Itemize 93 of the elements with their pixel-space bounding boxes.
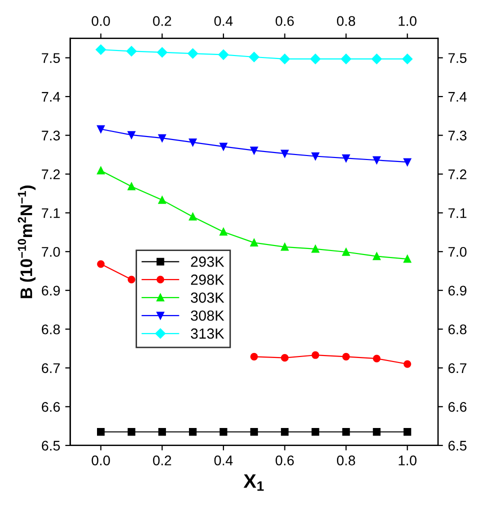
- point: [342, 352, 350, 360]
- x2-tick-label: 1.0: [398, 16, 416, 26]
- point: [97, 260, 105, 268]
- x2-tick-label: 0.6: [276, 16, 294, 26]
- x-tick-label: 0.0: [92, 456, 110, 466]
- y-axis-title: B (10$^{−10}$m$^{2}$N$^{−1}$): [18, 186, 36, 298]
- point: [342, 248, 350, 256]
- point: [372, 156, 381, 164]
- y2-tick-label: 7.0: [448, 246, 467, 257]
- legend-label: 293K: [191, 256, 224, 267]
- legend-label: 303K: [190, 292, 224, 303]
- point: [404, 158, 412, 166]
- point: [218, 50, 229, 60]
- point: [188, 48, 198, 59]
- point: [372, 54, 382, 64]
- point: [128, 276, 136, 284]
- x2-tick-label: 0.4: [214, 16, 233, 26]
- point: [157, 47, 168, 58]
- x2-tick-label: 0.2: [153, 16, 172, 26]
- point: [312, 428, 320, 436]
- point: [342, 428, 350, 436]
- point: [97, 125, 105, 133]
- point: [404, 360, 412, 368]
- point: [312, 152, 320, 160]
- point: [372, 252, 381, 260]
- point: [220, 142, 228, 150]
- point: [128, 131, 136, 139]
- y-tick-label: 7.5: [42, 53, 60, 63]
- point: [188, 212, 197, 221]
- point: [250, 146, 258, 154]
- point: [342, 154, 350, 162]
- y2-tick-label: 6.6: [448, 402, 466, 412]
- y-tick-label: 7.1: [42, 208, 60, 218]
- y2-tick-label: 6.7: [448, 363, 466, 374]
- y2-tick-label: 7.2: [448, 169, 466, 180]
- point: [97, 428, 105, 436]
- y2-tick-label: 7.5: [448, 53, 466, 63]
- point: [220, 228, 228, 236]
- point: [340, 54, 352, 64]
- point: [280, 354, 289, 362]
- point: [280, 243, 289, 251]
- y2-tick-label: 6.5: [448, 440, 466, 451]
- point: [188, 138, 197, 146]
- y-tick-label: 6.8: [42, 324, 60, 334]
- point: [96, 44, 106, 55]
- point: [248, 52, 260, 62]
- point: [372, 428, 381, 436]
- x-tick-label: 0.8: [336, 456, 356, 466]
- point: [158, 428, 166, 436]
- y2-tick-label: 6.8: [448, 324, 466, 334]
- point: [250, 428, 258, 436]
- point: [280, 150, 289, 158]
- y-tick-label: 6.9: [42, 286, 60, 296]
- legend-label: 313K: [190, 328, 224, 339]
- y-tick-label: 7.0: [42, 246, 60, 257]
- y-tick-label: 6.6: [42, 402, 60, 412]
- y2-tick-label: 7.1: [448, 208, 466, 218]
- point: [280, 428, 289, 436]
- point: [158, 196, 166, 204]
- x2-tick-label: 0.8: [336, 16, 356, 26]
- y-tick-label: 7.3: [42, 130, 60, 140]
- legend-label: 308K: [190, 310, 224, 321]
- y-tick-label: 6.5: [42, 440, 60, 451]
- y-tick-label: 7.2: [42, 169, 60, 180]
- point: [97, 166, 105, 174]
- point: [128, 428, 136, 436]
- point: [312, 245, 320, 253]
- x-tick-label: 0.4: [214, 456, 233, 466]
- x-tick-label: 1.0: [398, 456, 416, 466]
- point: [220, 428, 228, 436]
- point: [126, 46, 137, 56]
- y-tick-label: 7.4: [42, 92, 60, 102]
- y2-tick-label: 7.4: [448, 92, 467, 102]
- point: [312, 351, 320, 359]
- legend-label: 298K: [191, 274, 224, 285]
- y2-tick-label: 6.9: [448, 286, 466, 296]
- point: [250, 352, 258, 360]
- point: [404, 428, 412, 436]
- x-tick-label: 0.6: [276, 456, 294, 466]
- x-axis-title: X$_{1}$: [244, 474, 264, 491]
- point: [280, 54, 290, 64]
- point: [372, 354, 381, 362]
- point: [250, 238, 258, 247]
- y-tick-label: 6.7: [42, 363, 60, 374]
- point: [402, 54, 412, 64]
- y2-tick-label: 7.3: [448, 130, 466, 140]
- point: [158, 134, 166, 142]
- point: [128, 182, 136, 190]
- x2-tick-label: 0.0: [92, 16, 110, 26]
- point: [188, 428, 197, 436]
- x-tick-label: 0.2: [153, 456, 172, 466]
- point: [310, 54, 321, 64]
- point: [404, 255, 412, 263]
